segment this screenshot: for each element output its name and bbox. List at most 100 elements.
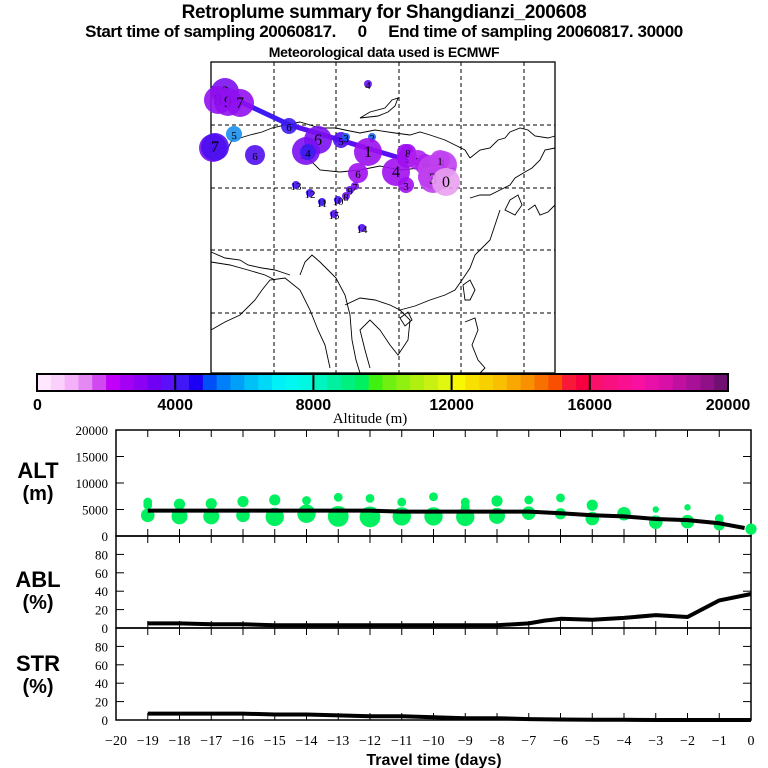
map-cluster: 10	[333, 196, 344, 208]
x-tick-label: −5	[585, 734, 600, 749]
x-tick-label: −14	[296, 734, 318, 749]
map-cluster: 14	[357, 224, 368, 236]
colorbar-segment	[202, 374, 218, 391]
altitude-cluster-point	[456, 507, 475, 527]
cluster-label: 7	[211, 139, 219, 156]
colorbar-segment	[686, 374, 701, 391]
map-cluster: 6	[245, 145, 265, 165]
panel-frame-str	[115, 627, 752, 721]
colorbar-segment	[133, 374, 149, 391]
border-line	[469, 127, 556, 159]
map-cluster: 4	[300, 144, 316, 160]
border-line	[210, 261, 276, 281]
x-tick-label: −2	[680, 734, 695, 749]
str-panel-label: STR	[16, 651, 60, 676]
colorbar-segment	[285, 374, 301, 391]
cluster-label: 3	[425, 173, 431, 185]
cluster-label: 6	[286, 122, 292, 134]
colorbar-segment	[341, 374, 356, 391]
alt-panel-unit: (m)	[22, 483, 53, 505]
cluster-label: 5	[422, 158, 428, 170]
map-gridlines	[211, 62, 555, 373]
chart-title: Retroplume summary for Shangdianzi_20060…	[181, 2, 587, 23]
altitude-cluster-point	[205, 498, 217, 510]
abl-panel-unit: (%)	[22, 592, 53, 614]
x-axis-label: Travel time (days)	[366, 752, 501, 768]
coastline-indochina	[344, 297, 411, 369]
map-cluster: 6	[281, 118, 297, 134]
altitude-cluster-point	[365, 493, 375, 503]
x-tick-label: −11	[391, 734, 412, 749]
map-cluster: 8	[342, 192, 350, 204]
cluster-label: 12	[305, 189, 316, 201]
y-tick-label: 60	[95, 658, 108, 673]
x-tick-label: 0	[748, 734, 755, 749]
colorbar-segment	[161, 374, 176, 391]
cluster-label: 8	[343, 192, 349, 204]
colorbar-label: Altitude (m)	[333, 411, 408, 427]
cluster-label: 1	[437, 156, 443, 168]
cluster-circle	[333, 132, 349, 148]
cluster-circle	[415, 155, 435, 175]
cluster-label: 9	[224, 94, 232, 111]
map-cluster: 15	[329, 210, 340, 222]
y-tick-label: 5000	[82, 503, 108, 518]
cluster-circle	[397, 144, 413, 160]
cluster-label: 0	[442, 174, 450, 191]
cluster-label: 3	[403, 181, 409, 193]
cluster-label: 1	[439, 157, 447, 174]
map-frame	[210, 61, 556, 374]
y-tick-label: 80	[95, 639, 108, 654]
cluster-circle	[245, 145, 265, 165]
cluster-circle	[397, 148, 417, 168]
colorbar-segment	[631, 374, 646, 391]
colorbar-segment	[50, 374, 66, 391]
coastline	[469, 147, 556, 199]
y-tick-label: 60	[95, 566, 108, 581]
colorbar-segment	[451, 374, 467, 391]
map-cluster: 8	[204, 86, 232, 114]
colorbar-segments	[37, 374, 729, 391]
colorbar-segment	[78, 374, 93, 391]
map-cluster: 1	[429, 151, 457, 179]
cluster-circle	[292, 137, 320, 165]
alt-panel-label: ALT	[17, 458, 59, 483]
plot-frames: 0 5000 10000 15000 20000 0 20 40 60 80 0 20 40 60 80 −2…	[76, 423, 755, 749]
cluster-circle	[364, 80, 372, 88]
border-line	[210, 121, 471, 159]
cluster-circle	[330, 210, 338, 218]
x-tick-label: −20	[105, 734, 127, 749]
colorbar-ticks: 0 4000 8000 12000 16000 20000	[33, 374, 750, 414]
cluster-label: 3	[429, 171, 437, 188]
x-tick-label: −16	[232, 734, 254, 749]
cluster-circle	[432, 168, 460, 196]
cluster-circle	[306, 189, 314, 197]
cluster-label: 13	[291, 181, 303, 193]
map-cluster: 5	[292, 137, 320, 165]
trajectory-line	[399, 155, 451, 175]
map-cluster: 0	[432, 168, 460, 196]
coastline-china	[399, 209, 501, 311]
cluster-label: 1	[364, 144, 372, 161]
map-cluster: 13	[291, 181, 303, 193]
colorbar-segment	[493, 374, 508, 391]
cluster-label: 8	[405, 148, 411, 160]
cluster-circle	[211, 78, 239, 106]
cluster-label: 4	[402, 148, 408, 160]
border-line	[210, 251, 291, 276]
x-tick-label: −19	[137, 734, 159, 749]
trajectory-line	[289, 122, 401, 161]
panel-frame-abl	[115, 535, 752, 629]
map-cluster: 8	[400, 144, 416, 160]
cluster-label: 8	[221, 84, 229, 101]
altitude-cluster-point	[327, 505, 349, 527]
colorbar-segment	[271, 374, 287, 391]
colorbar-segment	[672, 374, 688, 391]
altitude-cluster-point	[265, 507, 284, 527]
colorbar-segment	[382, 374, 397, 391]
altitude-cluster-point	[460, 502, 470, 512]
cluster-circle	[226, 126, 242, 142]
colorbar-segment	[534, 374, 549, 391]
altitude-cluster-point	[297, 504, 316, 523]
